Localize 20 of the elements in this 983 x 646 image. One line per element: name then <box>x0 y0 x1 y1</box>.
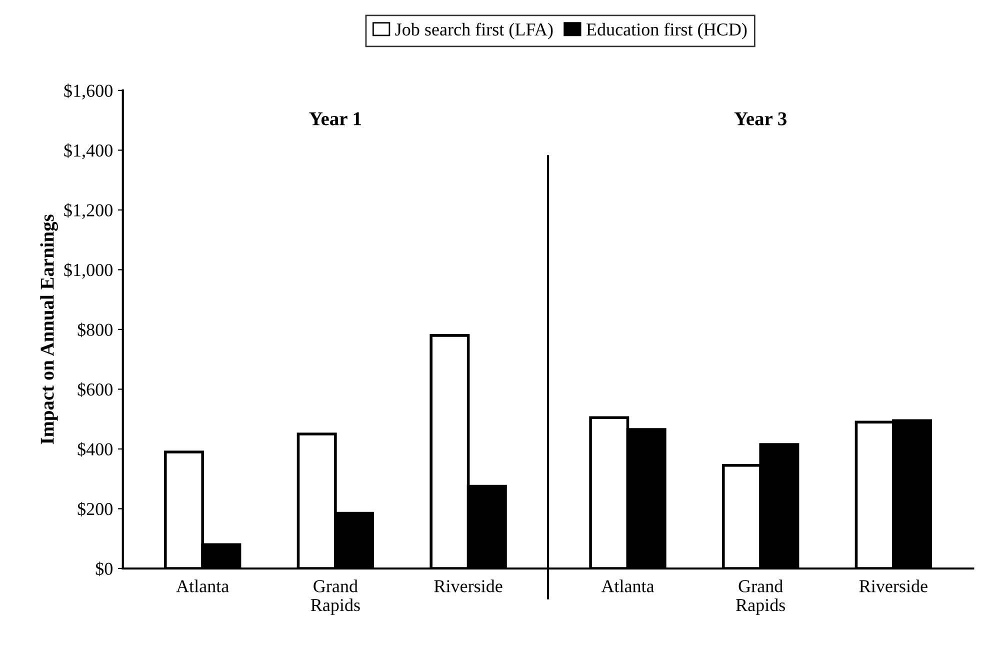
x-tick-label: Grand Rapids <box>736 580 786 615</box>
x-tick-label: Atlanta <box>601 580 654 592</box>
x-tick-label: Riverside <box>859 580 928 592</box>
text: Year 1 <box>309 112 361 126</box>
x-tick-label: Grand Rapids <box>310 580 360 615</box>
x-tick-label: Riverside <box>434 580 502 592</box>
legend-label: Job search first (LFA) <box>395 22 553 40</box>
y-tick-label: $1,400 <box>64 143 112 160</box>
y-axis-title: Impact on Annual Earnings <box>40 214 58 444</box>
y-tick-label: $200 <box>78 502 112 516</box>
y-tick-label: $1,600 <box>64 84 112 100</box>
x-tick-label: Atlanta <box>176 580 229 592</box>
y-tick-label: $600 <box>78 382 112 397</box>
y-tick-label: $400 <box>78 442 112 457</box>
y-tick-label: $1,000 <box>64 262 112 279</box>
text: Year 3 <box>734 112 786 126</box>
y-tick-label: $1,200 <box>64 203 112 219</box>
legend-label: Education first (HCD) <box>586 22 747 40</box>
y-tick-label: $800 <box>78 322 112 338</box>
y-tick-label: $0 <box>96 562 112 576</box>
